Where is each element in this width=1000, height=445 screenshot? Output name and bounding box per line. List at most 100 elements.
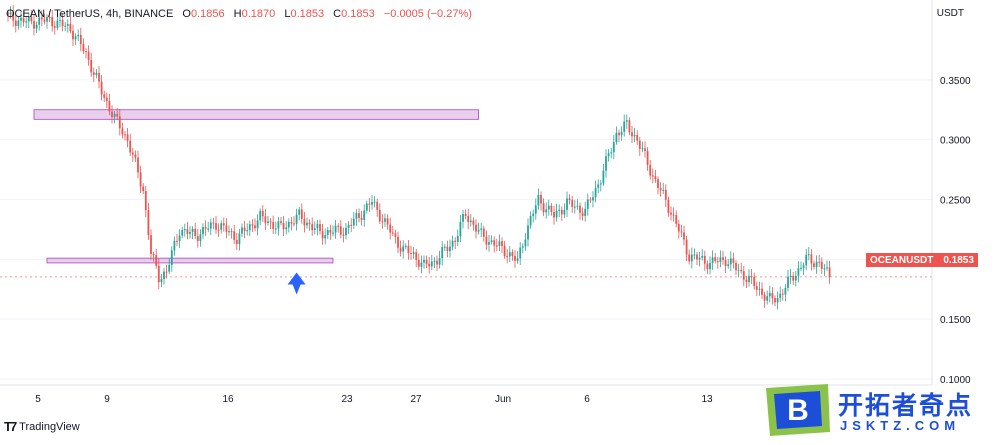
candle-body xyxy=(818,261,821,263)
candle-body xyxy=(261,210,264,217)
candle-body xyxy=(165,271,168,273)
candle-body xyxy=(618,132,620,136)
candle-body xyxy=(368,203,371,205)
candle-body xyxy=(758,288,761,290)
candle-body xyxy=(781,293,784,295)
candle-body xyxy=(646,151,649,165)
candle-body xyxy=(615,132,618,143)
candle-body xyxy=(529,216,532,226)
candle-body xyxy=(277,221,280,229)
x-tick-label: 5 xyxy=(35,394,41,405)
candle-body xyxy=(142,186,145,191)
candle-body xyxy=(495,245,498,247)
candle-body xyxy=(121,128,124,135)
candle-body xyxy=(745,279,748,283)
candle-body xyxy=(594,187,597,198)
x-tick-label: 16 xyxy=(222,394,234,405)
candle-body xyxy=(59,19,61,21)
candle-body xyxy=(79,34,82,45)
tradingview-logo[interactable]: T7 TradingView xyxy=(4,419,80,434)
x-tick-label: 23 xyxy=(341,394,353,405)
candle-body xyxy=(573,206,576,208)
candle-body xyxy=(558,209,561,211)
candle-body xyxy=(204,227,207,229)
candle-body xyxy=(581,212,584,216)
candle-body xyxy=(85,51,87,53)
candle-body xyxy=(807,254,810,256)
candle-body xyxy=(77,34,80,37)
candle-body xyxy=(763,294,766,301)
candle-body xyxy=(137,157,139,173)
candle-body xyxy=(802,265,805,268)
candle-body xyxy=(228,231,230,233)
candle-body xyxy=(449,246,451,252)
candle-body xyxy=(95,72,98,75)
candle-body xyxy=(378,209,381,222)
candle-body xyxy=(53,26,56,28)
candle-body xyxy=(415,252,418,260)
candle-body xyxy=(568,198,571,201)
candle-body xyxy=(823,268,826,270)
candle-body xyxy=(7,12,9,15)
candle-body xyxy=(61,19,64,27)
candle-body xyxy=(480,228,483,230)
candle-body xyxy=(168,264,171,272)
symbol-title[interactable]: OCEAN / TetherUS, 4h, BINANCE xyxy=(6,8,174,20)
x-tick-label: Jun xyxy=(495,394,511,405)
candle-body xyxy=(9,12,12,15)
candle-body xyxy=(332,232,334,234)
candle-body xyxy=(537,195,540,206)
candle-body xyxy=(274,228,277,230)
candle-body xyxy=(20,17,22,21)
candle-body xyxy=(727,264,730,267)
candle-body xyxy=(173,240,176,251)
candle-body xyxy=(506,256,509,258)
currency-label[interactable]: USDT xyxy=(936,8,964,19)
candle-body xyxy=(488,242,490,245)
candle-body xyxy=(324,235,327,239)
candle-body xyxy=(358,213,360,218)
candle-body xyxy=(498,241,501,246)
last-price-tag: OCEANUSDT 0.1853 xyxy=(866,253,978,267)
candle-body xyxy=(118,116,121,129)
candle-body xyxy=(662,189,665,191)
candle-body xyxy=(384,218,386,222)
candle-body xyxy=(282,223,285,230)
candle-body xyxy=(555,210,558,218)
candle-body xyxy=(376,201,379,210)
candle-body xyxy=(150,235,152,255)
candle-body xyxy=(264,216,267,223)
candle-body xyxy=(667,199,670,213)
candle-body xyxy=(105,97,108,102)
candle-body xyxy=(810,254,813,264)
candle-body xyxy=(147,210,150,236)
candle-body xyxy=(654,176,657,180)
candle-body xyxy=(599,183,602,185)
candle-body xyxy=(116,113,119,117)
candle-body xyxy=(475,224,477,232)
candle-body xyxy=(774,298,776,303)
candle-body xyxy=(482,228,485,237)
candle-body xyxy=(550,205,553,212)
watermark-domain: JSKTZ.COM xyxy=(840,418,961,433)
candle-body xyxy=(220,223,223,230)
candle-body xyxy=(241,227,243,234)
candle-body xyxy=(339,226,342,235)
candle-body xyxy=(670,212,672,215)
y-tick-label: 0.1500 xyxy=(940,315,971,326)
candle-body xyxy=(659,187,662,191)
candle-body xyxy=(566,198,568,210)
candle-body xyxy=(337,225,340,227)
ohlc-header: OCEAN / TetherUS, 4h, BINANCE O0.1856 H0… xyxy=(6,8,472,20)
candle-body xyxy=(189,232,191,234)
candle-body xyxy=(797,268,800,276)
candle-body xyxy=(30,16,33,22)
candle-body xyxy=(410,252,412,255)
candle-body xyxy=(597,184,600,188)
change-value: −0.0005 (−0.27%) xyxy=(383,8,472,20)
candle-body xyxy=(446,246,449,252)
candle-body xyxy=(771,292,774,299)
open-label: O xyxy=(182,8,191,20)
